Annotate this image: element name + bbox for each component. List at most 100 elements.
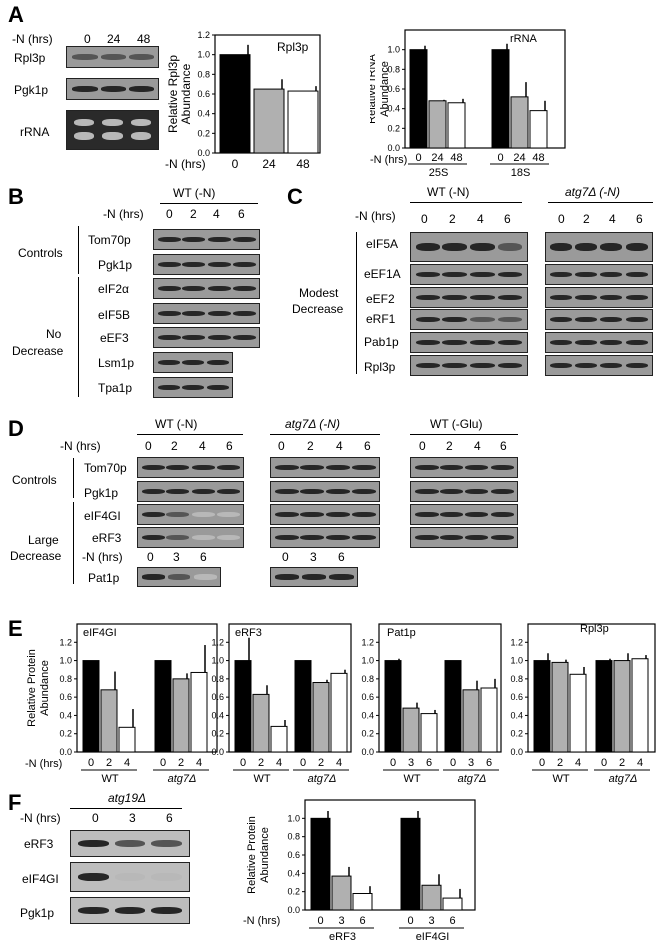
group-bracket <box>73 458 74 498</box>
y-tick-label: 1.0 <box>197 50 210 60</box>
plot-frame <box>228 623 352 753</box>
protein-label: eEF3 <box>100 331 129 345</box>
group-label: eIF4GI <box>416 931 450 943</box>
time-4: 4 <box>336 439 343 453</box>
time-0: 0 <box>558 212 565 226</box>
time-6: 6 <box>200 550 207 564</box>
bar <box>569 673 587 753</box>
y-tick-label: 0.2 <box>197 128 210 138</box>
western-blot <box>410 504 518 525</box>
protein-label: Tpa1p <box>98 381 133 395</box>
time-label: -N (hrs) <box>60 439 101 453</box>
x-tick-label: 3 <box>338 915 344 927</box>
condition-label: WT (-N) <box>155 417 198 431</box>
time-6: 6 <box>504 212 511 226</box>
chart-title: Rpl3p <box>580 623 609 635</box>
western-blot <box>137 481 244 502</box>
panel-letter-e: E <box>8 616 23 641</box>
x-tick-label: 3 <box>408 757 414 769</box>
x-tick-label: 4 <box>575 757 581 769</box>
chart-title: eIF4GI <box>83 627 117 639</box>
y-tick-label: 0.2 <box>387 123 400 133</box>
y-tick-label: 0.2 <box>59 729 72 739</box>
y-axis-label: Relative rRNA <box>370 53 378 123</box>
protein-label: Lsm1p <box>98 356 135 370</box>
western-blot <box>153 229 260 250</box>
time-3: 3 <box>310 550 317 564</box>
x-tick-label: 48 <box>450 152 462 164</box>
group-label: 18S <box>511 167 531 179</box>
y-tick-label: 1.0 <box>361 656 374 666</box>
group-decrease: Decrease <box>10 549 62 563</box>
bar <box>442 897 463 911</box>
condition-rule <box>410 434 518 435</box>
x-tick-label: 0 <box>601 757 607 769</box>
y-tick-label: 0.0 <box>361 747 374 757</box>
protein-label: eRF3 <box>92 531 122 545</box>
y-tick-label: 0.6 <box>59 692 72 702</box>
x-tick-label: 24 <box>513 152 525 164</box>
time-4: 4 <box>474 439 481 453</box>
y-tick-label: 0.6 <box>287 850 300 860</box>
protein-label: Pat1p <box>88 571 120 585</box>
bar <box>462 689 480 753</box>
group-label: 25S <box>429 167 449 179</box>
y-tick-label: 0.4 <box>59 710 72 720</box>
time-4: 4 <box>609 212 616 226</box>
bar <box>330 672 348 753</box>
y-tick-label: 0.8 <box>361 674 374 684</box>
y-tick-label: 0.4 <box>510 710 523 720</box>
bar <box>270 725 288 753</box>
group-bracket <box>356 232 357 374</box>
protein-label: eIF4GI <box>84 509 121 523</box>
western-blot <box>137 527 244 548</box>
strain-label: atg19Δ <box>108 791 147 805</box>
time-0: 0 <box>145 439 152 453</box>
x-tick-label: 4 <box>124 757 130 769</box>
time-0: 0 <box>92 811 99 825</box>
time-6: 6 <box>166 811 173 825</box>
bar <box>595 660 613 753</box>
time-2: 2 <box>583 212 590 226</box>
time-2: 2 <box>171 439 178 453</box>
rrna-gel <box>66 110 159 150</box>
time-2: 2 <box>449 212 456 226</box>
y-tick-label: 1.2 <box>211 637 224 647</box>
x-tick-label: 2 <box>258 757 264 769</box>
blot-label: Pgk1p <box>20 906 55 920</box>
protein-label: eEF1A <box>364 267 401 281</box>
x-axis-label: -N (hrs) <box>165 157 206 171</box>
bar <box>172 678 190 753</box>
western-blot <box>153 254 260 275</box>
x-tick-label: 0 <box>407 915 413 927</box>
bar <box>613 660 631 753</box>
y-tick-label: 0.8 <box>387 64 400 74</box>
western-blot <box>410 355 528 376</box>
time-2: 2 <box>190 207 197 221</box>
condition-label: atg7Δ (-N) <box>285 417 340 431</box>
western-blot <box>545 287 653 308</box>
blot-label: Rpl3p <box>14 51 46 65</box>
x-tick-label: 6 <box>486 757 492 769</box>
y-tick-label: 0.8 <box>510 674 523 684</box>
y-axis-label: Relative Rpl3p <box>166 55 180 133</box>
western-blot <box>137 504 244 525</box>
x-tick-label: 2 <box>106 757 112 769</box>
western-blot <box>545 355 653 376</box>
chart-title: Rpl3p <box>277 40 309 54</box>
x-tick-label: 0 <box>497 152 503 164</box>
group-label: WT <box>403 773 420 785</box>
y-axis-label: Relative Protein <box>26 649 38 727</box>
time-2: 2 <box>307 439 314 453</box>
bar <box>400 817 421 911</box>
time-4: 4 <box>213 207 220 221</box>
y-axis-label: Abundance <box>39 660 51 716</box>
bar <box>219 54 251 154</box>
chart-title: eRF3 <box>235 627 262 639</box>
time-0: 0 <box>282 550 289 564</box>
panel-letter-f: F <box>8 790 22 815</box>
western-blot <box>66 46 159 68</box>
